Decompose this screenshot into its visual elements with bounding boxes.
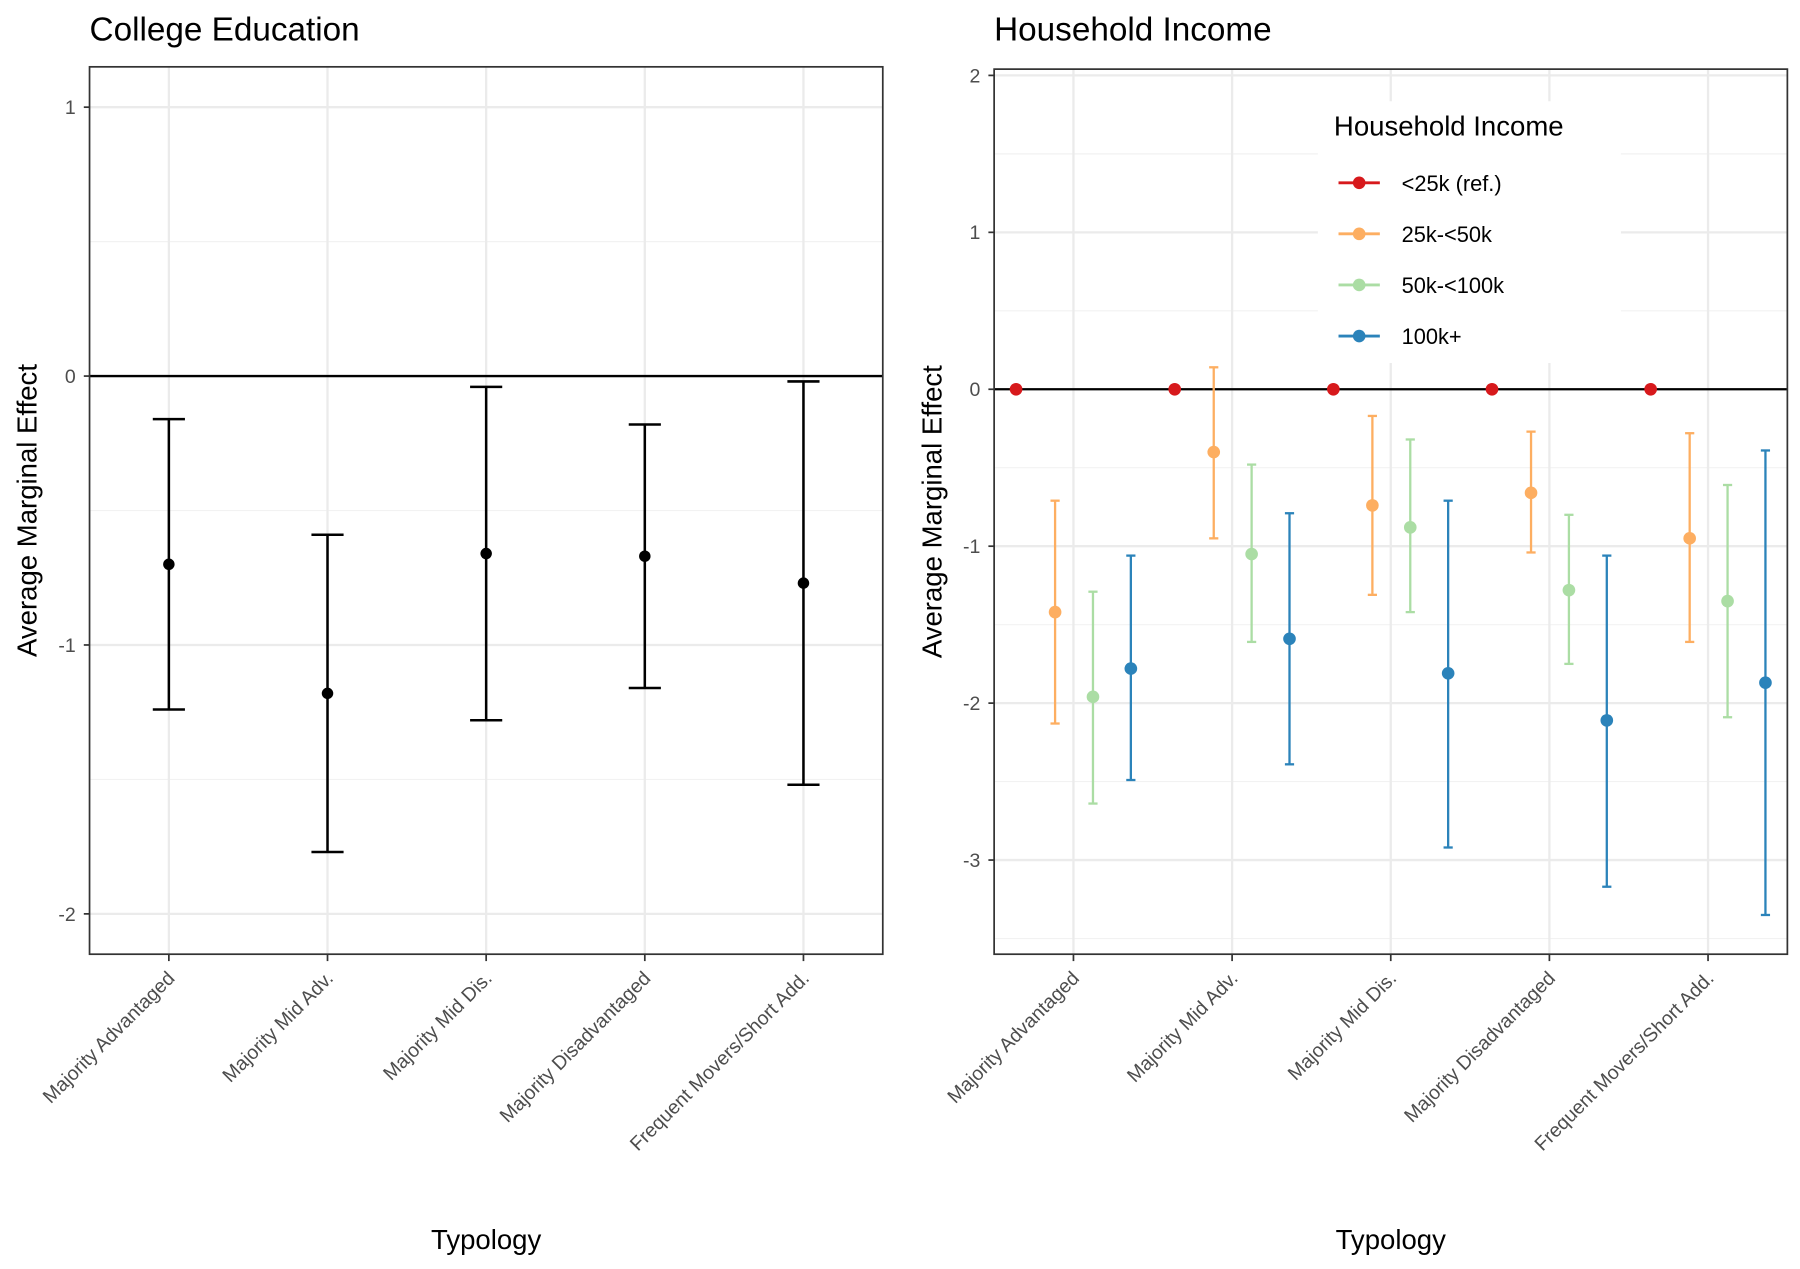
data-point [1009, 382, 1023, 396]
y-tick-label: -1 [963, 536, 980, 558]
y-tick-label: 0 [65, 366, 76, 388]
legend: Household Income <25k (ref.) 25k-<50k 50k-<… [1317, 101, 1621, 364]
y-tick-label: -2 [58, 904, 75, 926]
data-point [1759, 676, 1772, 690]
y-tick-label: -1 [58, 635, 75, 657]
data-point [1245, 547, 1258, 561]
legend-key-point [1352, 176, 1366, 190]
x-tick-label: Majority Disadvantaged [1400, 967, 1560, 1127]
data-point [639, 550, 651, 562]
legend-key-point [1352, 227, 1366, 241]
x-tick-label: Majority Mid Dis. [1284, 967, 1401, 1084]
x-tick-label: Majority Mid Adv. [1123, 967, 1243, 1087]
data-point [163, 558, 175, 571]
x-tick-label: Majority Disadvantaged [496, 967, 656, 1127]
y-tick-label: 1 [969, 222, 980, 244]
legend-label: 50k-<100k [1402, 273, 1504, 298]
legend-background [1317, 101, 1621, 364]
y-tick-label: -2 [963, 693, 980, 715]
data-point [1441, 666, 1455, 680]
y-tick-label: 0 [969, 379, 980, 401]
legend-label: <25k (ref.) [1402, 171, 1502, 196]
x-tick-label: Majority Advantaged [943, 967, 1084, 1108]
legend-label: 25k-<50k [1402, 222, 1492, 247]
x-tick-label: Frequent Movers/Short Add. [1530, 967, 1718, 1155]
data-point [1644, 382, 1657, 396]
data-point [1283, 632, 1296, 646]
data-point [480, 547, 492, 560]
data-point [1124, 662, 1138, 675]
college-education-panel: -2 -1 0 1 Majority Advantaged Majority Mid Ad… [12, 11, 884, 1255]
y-tick-label: 1 [65, 97, 76, 119]
panel-border [993, 68, 1789, 956]
data-point [797, 577, 810, 589]
legend-label: 100k+ [1402, 324, 1462, 349]
data-point [1600, 714, 1614, 727]
data-point [1168, 382, 1182, 396]
y-axis-title: Average Marginal Effect [916, 365, 947, 658]
data-point [1086, 690, 1100, 704]
data-point [1683, 532, 1696, 545]
y-tick-label: -3 [963, 850, 980, 872]
data-point [1524, 486, 1538, 500]
x-tick-label: Majority Mid Adv. [218, 967, 338, 1087]
legend-title: Household Income [1334, 111, 1564, 142]
panel-title: Household Income [994, 11, 1272, 48]
panel-title: College Education [90, 11, 360, 48]
legend-key-point [1352, 278, 1366, 292]
data-point [1207, 445, 1221, 459]
y-axis-title: Average Marginal Effect [12, 364, 43, 657]
data-point [1485, 382, 1499, 396]
household-income-panel: -3 -2 -1 0 1 2 Majority Advantaged Majority Mid… [916, 11, 1789, 1255]
x-tick-label: Majority Advantaged [39, 967, 180, 1108]
x-tick-label: Majority Mid Dis. [379, 967, 496, 1084]
data-point [321, 687, 334, 700]
data-point [1048, 605, 1062, 619]
data-point [1562, 583, 1576, 597]
x-axis-title: Typology [1336, 1224, 1446, 1255]
x-axis-title: Typology [431, 1224, 541, 1255]
data-point [1403, 521, 1417, 534]
legend-key-point [1352, 329, 1366, 343]
data-point [1366, 499, 1379, 512]
x-tick-label: Frequent Movers/Short Add. [626, 967, 814, 1155]
data-point [1327, 382, 1340, 396]
y-tick-label: 2 [969, 65, 980, 87]
data-point [1721, 594, 1734, 608]
panel-border [88, 65, 884, 956]
